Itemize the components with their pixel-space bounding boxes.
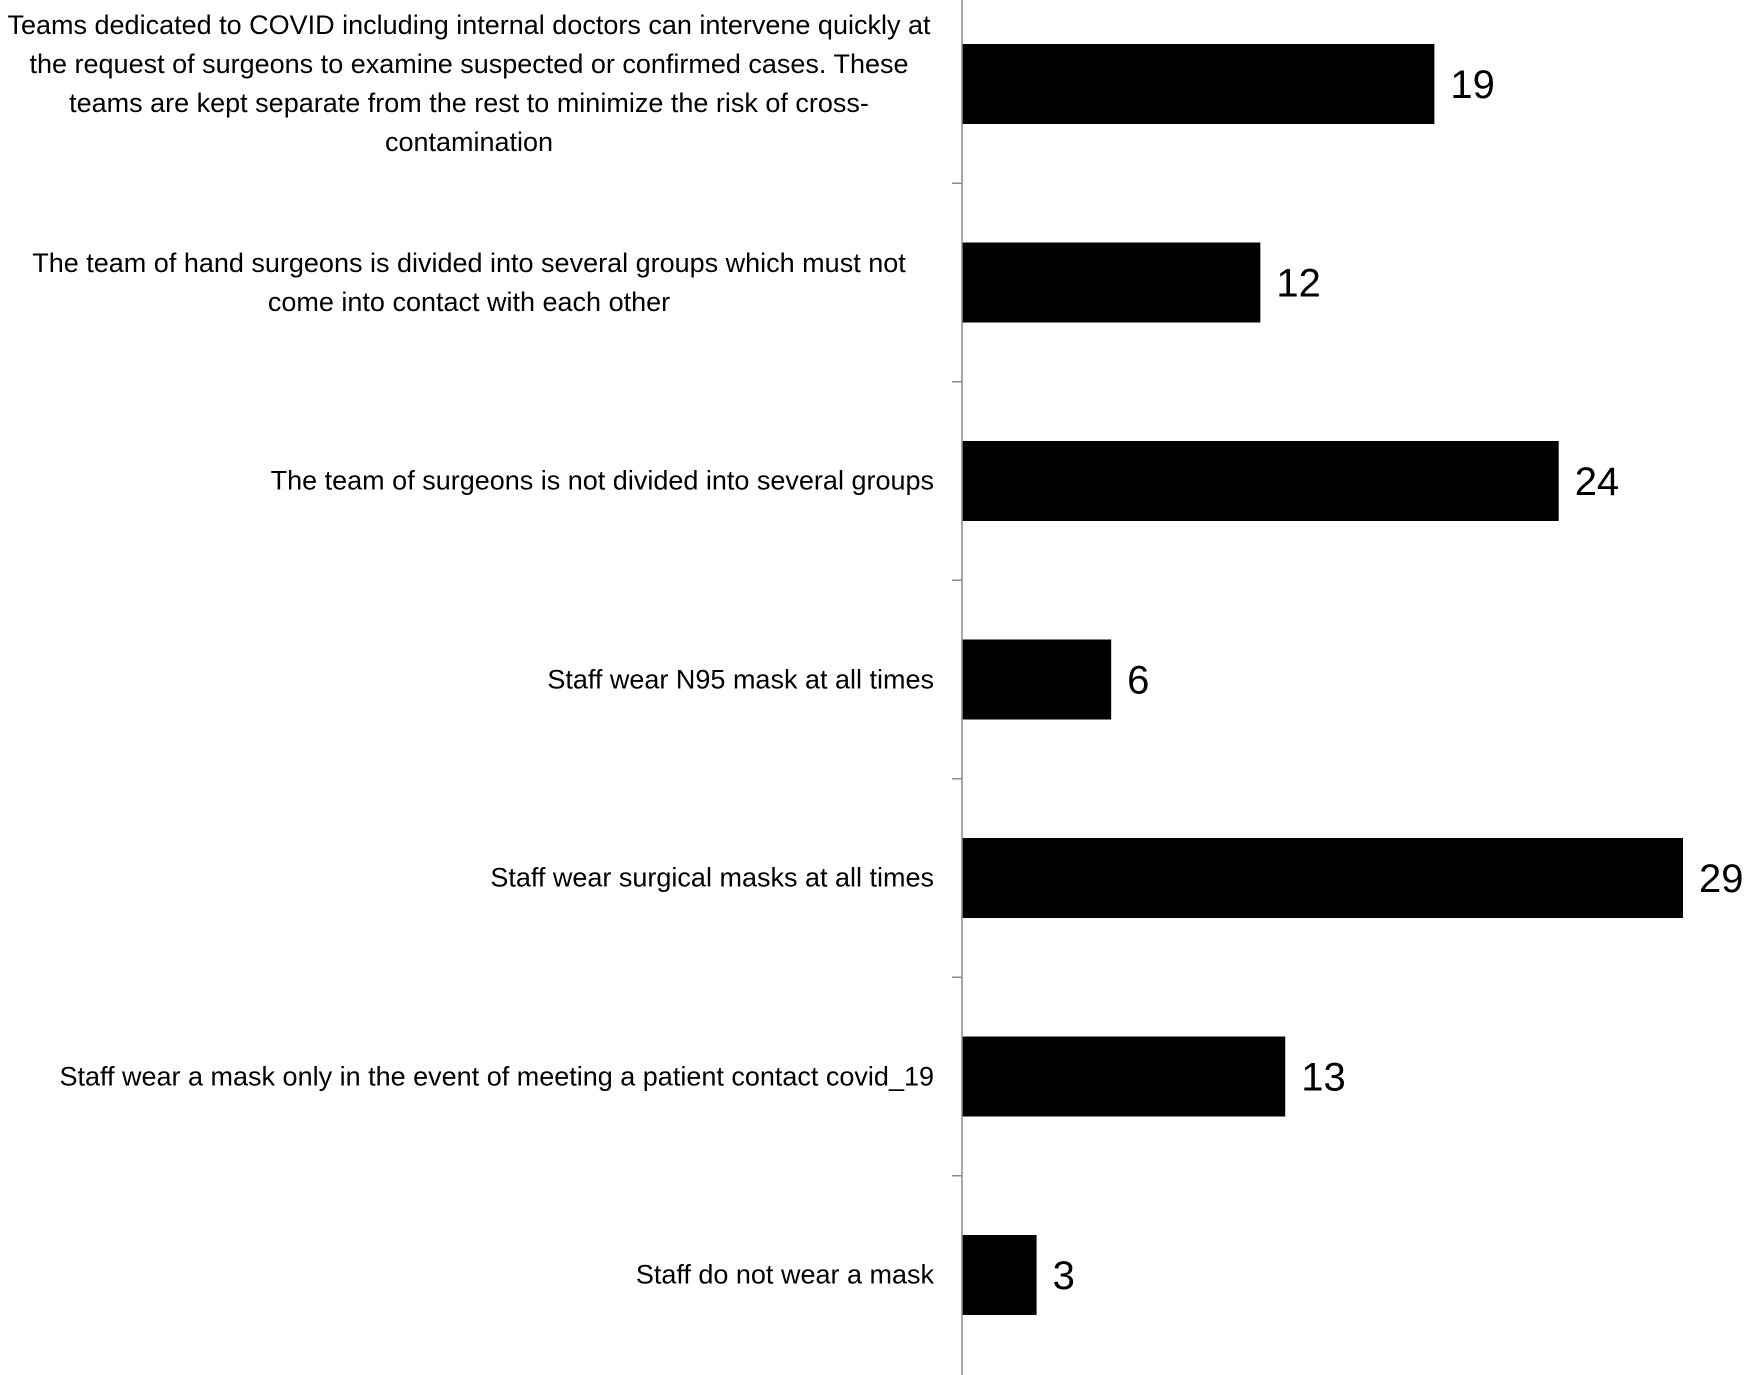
data-label: 12: [1276, 262, 1321, 306]
data-label: 3: [1053, 1254, 1075, 1298]
bars-group: [962, 44, 1683, 1315]
bar: [962, 242, 1261, 323]
data-label: 29: [1699, 857, 1744, 901]
bar: [962, 44, 1435, 124]
category-label: The team of hand surgeons is divided int…: [32, 247, 906, 317]
category-label: Staff wear N95 mask at all times: [547, 664, 934, 694]
bar: [962, 838, 1683, 918]
data-label: 6: [1127, 659, 1149, 703]
data-label: 24: [1575, 460, 1620, 504]
bar: [962, 639, 1112, 720]
category-label: Teams dedicated to COVID including inter…: [7, 10, 931, 157]
category-axis: [952, 0, 963, 1375]
category-label: The team of surgeons is not divided into…: [270, 465, 934, 496]
bar: [962, 441, 1559, 521]
category-label: Staff wear a mask only in the event of m…: [59, 1061, 934, 1091]
category-label: Staff wear surgical masks at all times: [490, 862, 934, 893]
data-label: 19: [1450, 63, 1495, 107]
bar: [962, 1235, 1037, 1315]
value-labels-group: 19 12 24 6 29 13 3: [1053, 63, 1744, 1298]
category-label: Staff do not wear a mask: [635, 1259, 934, 1290]
bar: [962, 1036, 1286, 1117]
data-label: 13: [1301, 1056, 1346, 1100]
